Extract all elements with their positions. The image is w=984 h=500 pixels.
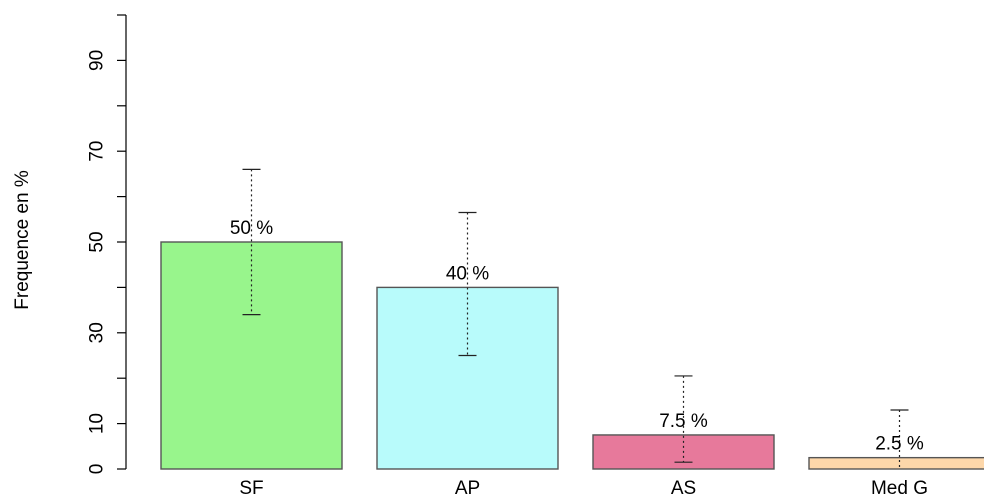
x-tick-label: Med G: [871, 478, 928, 499]
x-tick-label: SF: [239, 478, 263, 499]
x-tick-label: AS: [671, 478, 696, 499]
y-tick-label: 70: [87, 141, 108, 162]
y-tick-label: 90: [87, 50, 108, 71]
y-axis-label: Frequence en %: [12, 170, 33, 310]
data-label: 7.5 %: [659, 411, 708, 432]
data-label: 40 %: [446, 263, 489, 284]
x-tick-label: AP: [455, 478, 480, 499]
bars-group: [160, 241, 984, 470]
error-bars-group: [242, 168, 909, 469]
y-tick-label: 30: [87, 322, 108, 343]
y-tick-label: 0: [87, 464, 108, 475]
data-labels-group: 50 % 40 % 7.5 % 2.5 %: [230, 218, 924, 455]
y-axis-ticks: 0 10 30 50 70 90: [87, 14, 126, 475]
y-tick-label: 50: [87, 231, 108, 252]
data-label: 2.5 %: [875, 434, 924, 455]
x-axis-labels: SF AP AS Med G: [239, 478, 928, 499]
data-label: 50 %: [230, 218, 273, 239]
bar: [376, 286, 559, 470]
y-tick-label: 10: [87, 413, 108, 434]
bar: [808, 456, 984, 470]
